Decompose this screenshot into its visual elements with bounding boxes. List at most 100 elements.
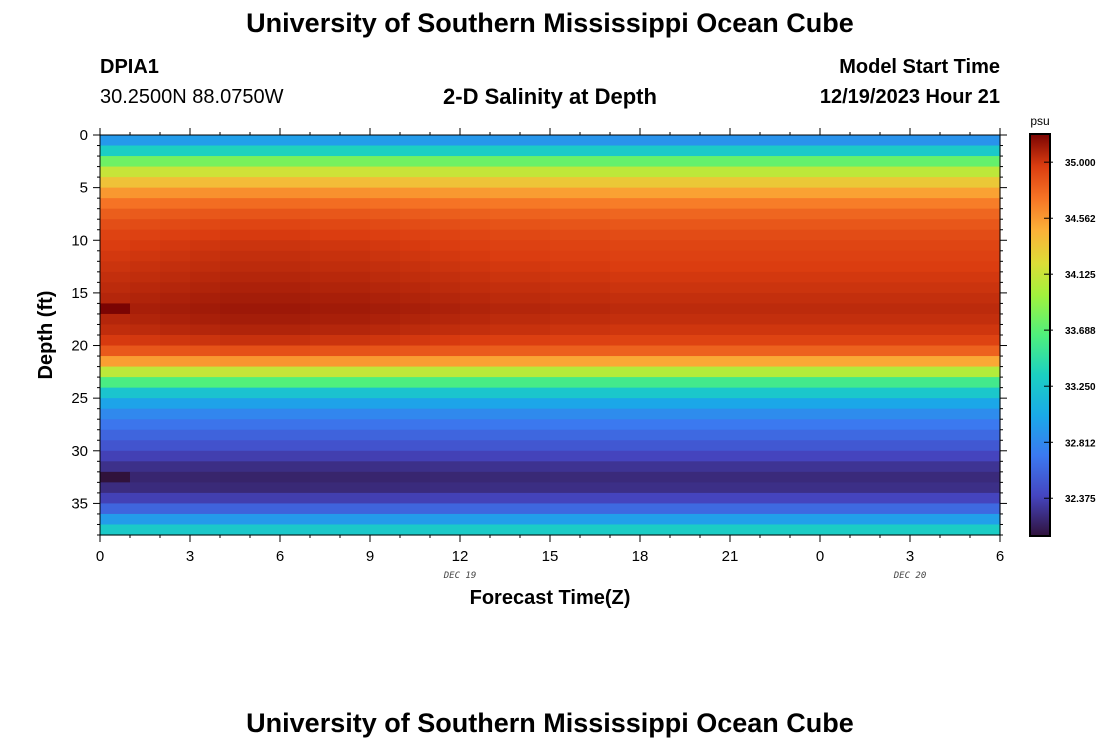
heatmap-cell xyxy=(670,356,701,368)
heatmap-cell xyxy=(130,408,161,420)
heatmap-cell xyxy=(700,145,731,157)
heatmap-cell xyxy=(130,335,161,347)
heatmap-cell xyxy=(970,166,1001,178)
heatmap-cell xyxy=(850,471,881,483)
heatmap-cell xyxy=(970,398,1001,410)
heatmap-cell xyxy=(490,292,521,305)
heatmap-cell xyxy=(100,356,131,368)
heatmap-cell xyxy=(790,356,821,368)
heatmap-cell xyxy=(220,408,251,420)
heatmap-cell xyxy=(730,366,761,378)
heatmap-cell xyxy=(700,187,731,199)
heatmap-cell xyxy=(880,271,911,283)
heatmap-cell xyxy=(670,219,701,231)
heatmap-cell xyxy=(490,377,521,389)
heatmap-cell xyxy=(340,229,371,241)
heatmap-cell xyxy=(580,229,611,241)
heatmap-cell xyxy=(460,345,491,357)
heatmap-cell xyxy=(340,503,371,515)
heatmap-cell xyxy=(880,377,911,389)
heatmap-cell xyxy=(640,408,671,420)
heatmap-cell xyxy=(790,324,821,336)
heatmap-cell xyxy=(340,356,371,368)
heatmap-cell xyxy=(100,229,131,241)
heatmap-cell xyxy=(580,377,611,389)
heatmap-cell xyxy=(670,198,701,210)
heatmap-cell xyxy=(220,271,251,283)
heatmap-cell xyxy=(280,450,311,462)
heatmap-cell xyxy=(880,250,911,262)
heatmap-cell xyxy=(400,429,431,441)
heatmap-cell xyxy=(310,303,341,315)
heatmap-cell xyxy=(730,492,761,505)
heatmap-cell xyxy=(250,471,281,483)
heatmap-cell xyxy=(970,282,1001,294)
heatmap-cell xyxy=(580,282,611,294)
heatmap-cell xyxy=(550,187,581,199)
heatmap-cell xyxy=(490,208,521,220)
heatmap-cell xyxy=(610,303,641,315)
heatmap-cell xyxy=(580,261,611,273)
heatmap-cell xyxy=(400,229,431,241)
heatmap-cell xyxy=(340,440,371,452)
heatmap-cell xyxy=(850,482,881,494)
heatmap-cell xyxy=(820,166,851,178)
heatmap-cell xyxy=(940,324,971,336)
heatmap-cell xyxy=(640,461,671,473)
heatmap-cell xyxy=(130,356,161,368)
heatmap-cell xyxy=(100,513,131,526)
heatmap-cell xyxy=(640,471,671,483)
heatmap-cell xyxy=(730,440,761,452)
heatmap-cell xyxy=(820,377,851,389)
heatmap-cell xyxy=(820,471,851,483)
heatmap-cell xyxy=(190,271,221,283)
x-axis-title: Forecast Time(Z) xyxy=(470,587,631,609)
heatmap-cell xyxy=(880,166,911,178)
heatmap-cell xyxy=(220,524,251,536)
heatmap-cell xyxy=(310,471,341,483)
heatmap-cell xyxy=(460,292,491,305)
heatmap-cells xyxy=(100,135,1001,536)
heatmap-cell xyxy=(910,187,941,199)
heatmap-cell xyxy=(820,513,851,526)
heatmap-cell xyxy=(910,482,941,494)
heatmap-cell xyxy=(970,345,1001,357)
heatmap-cell xyxy=(910,198,941,210)
heatmap-cell xyxy=(910,377,941,389)
heatmap-cell xyxy=(640,156,671,168)
heatmap-cell xyxy=(340,156,371,168)
heatmap-cell xyxy=(310,513,341,526)
heatmap-cell xyxy=(160,450,191,462)
heatmap-cell xyxy=(220,187,251,199)
heatmap-cell xyxy=(160,261,191,273)
heatmap-cell xyxy=(100,408,131,420)
heatmap-cell xyxy=(880,524,911,536)
heatmap-cell xyxy=(430,271,461,283)
x-tick-label: 9 xyxy=(366,548,374,565)
heatmap-cell xyxy=(610,440,641,452)
heatmap-cell xyxy=(790,471,821,483)
heatmap-cell xyxy=(490,240,521,252)
heatmap-cell xyxy=(370,450,401,462)
heatmap-cell xyxy=(160,303,191,315)
heatmap-cell xyxy=(190,387,221,399)
heatmap-cell xyxy=(850,313,881,326)
heatmap-cell xyxy=(700,387,731,399)
heatmap-cell xyxy=(460,135,491,147)
heatmap-cell xyxy=(370,524,401,536)
heatmap-cell xyxy=(190,303,221,315)
heatmap-cell xyxy=(190,524,221,536)
heatmap-cell xyxy=(340,482,371,494)
y-tick-label: 20 xyxy=(71,338,88,355)
heatmap-cell xyxy=(580,313,611,326)
heatmap-cell xyxy=(310,166,341,178)
heatmap-cell xyxy=(100,335,131,347)
heatmap-cell xyxy=(130,240,161,252)
heatmap-cell xyxy=(760,156,791,168)
heatmap-cell xyxy=(400,208,431,220)
heatmap-cell xyxy=(790,271,821,283)
heatmap-cell xyxy=(430,282,461,294)
heatmap-cell xyxy=(280,398,311,410)
heatmap-cell xyxy=(970,524,1001,536)
heatmap-cell xyxy=(220,377,251,389)
